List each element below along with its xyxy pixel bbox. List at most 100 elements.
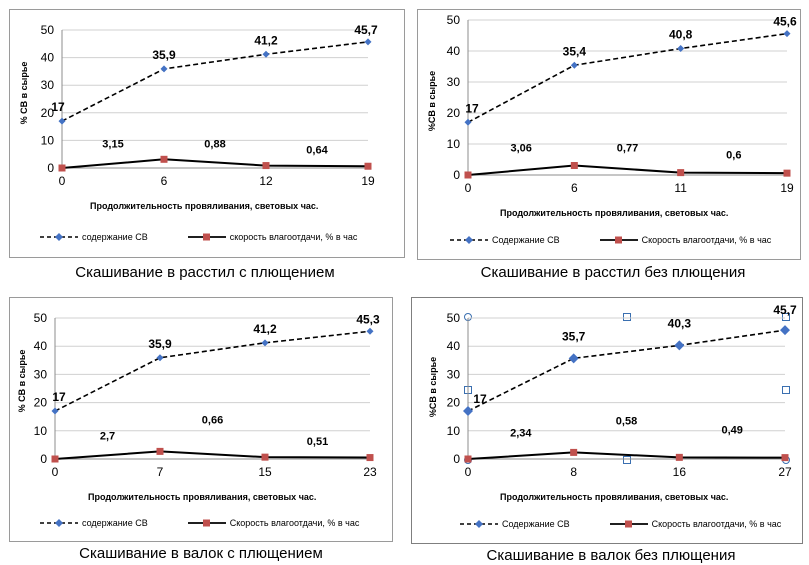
legend-item-dm: содержание СВ: [40, 518, 148, 528]
data-point-rate: [51, 455, 59, 463]
data-point-dm: [674, 340, 685, 351]
legend: Содержание СВ Скорость влагоотдачи, % в …: [450, 235, 781, 245]
y-tick-label: 20: [447, 396, 461, 410]
resize-handle-icon[interactable]: [623, 456, 631, 464]
data-label-dm: 17: [473, 392, 487, 406]
legend-label: содержание СВ: [82, 518, 148, 528]
data-label-rate: 0,58: [616, 415, 637, 427]
data-point-dm: [51, 407, 59, 415]
x-tick-label: 16: [673, 465, 687, 479]
data-label-dm: 40,3: [668, 316, 692, 330]
data-point-rate: [464, 171, 472, 179]
y-tick-label: 30: [447, 367, 461, 381]
x-tick-label: 7: [157, 465, 164, 479]
data-point-rate: [262, 162, 270, 170]
chart-frame[interactable]: [9, 297, 393, 542]
x-tick-label: 0: [465, 181, 472, 195]
y-tick-label: 10: [447, 424, 461, 438]
y-tick-label: 40: [34, 339, 48, 353]
legend-solid-line-icon: [609, 520, 648, 528]
legend-label: Содержание СВ: [492, 235, 560, 245]
x-tick-label: 19: [780, 181, 794, 195]
data-point-dm: [261, 339, 269, 347]
x-tick-label: 23: [363, 465, 377, 479]
data-point-dm: [58, 117, 66, 125]
legend-item-rate: Скорость влагоотдачи, % в час: [599, 235, 771, 245]
y-tick-label: 10: [41, 133, 55, 147]
y-tick-label: 0: [453, 452, 460, 466]
data-point-rate: [783, 169, 791, 177]
y-axis-label: %СВ в сырье: [428, 356, 438, 418]
chart-caption: Скашивание в валок с плющением: [79, 545, 323, 562]
data-point-rate: [366, 454, 374, 462]
data-point-dm: [783, 30, 791, 38]
chart-caption: Скашивание в расстил без плющения: [480, 264, 746, 281]
data-label-dm: 45,6: [773, 15, 797, 29]
series-line-dm: [467, 329, 786, 412]
x-tick-label: 0: [465, 465, 472, 479]
series-line-dm: [61, 41, 369, 122]
data-label-dm: 45,3: [356, 312, 380, 326]
data-label-rate: 0,64: [306, 145, 328, 157]
y-tick-label: 50: [447, 13, 461, 27]
data-point-dm: [570, 61, 578, 69]
legend-label: Скорость влагоотдачи, % в час: [229, 518, 360, 528]
resize-handle-icon[interactable]: [782, 313, 790, 321]
data-label-dm: 35,9: [148, 337, 172, 351]
y-tick-label: 40: [447, 44, 461, 58]
y-tick-label: 20: [41, 106, 55, 120]
data-point-dm: [464, 118, 472, 126]
series-line-rate: [54, 450, 371, 460]
data-label-dm: 41,2: [254, 33, 278, 47]
y-tick-label: 20: [34, 396, 48, 410]
legend-label: Скорость влагоотдачи, % в час: [651, 519, 782, 529]
y-tick-label: 20: [447, 106, 461, 120]
legend-dash-line-icon: [450, 236, 488, 244]
x-tick-label: 6: [571, 181, 578, 195]
y-tick-label: 0: [47, 161, 54, 175]
x-axis-label: Продолжительность провяливания, световых…: [88, 492, 317, 502]
legend-dash-line-icon: [40, 233, 78, 241]
legend-solid-line-icon: [187, 233, 226, 241]
resize-handle-icon[interactable]: [623, 313, 631, 321]
legend-item-rate: Скорость влагоотдачи, % в час: [609, 519, 782, 529]
chart-frame[interactable]: [9, 9, 405, 258]
data-point-rate: [364, 162, 372, 170]
series-line-rate: [61, 158, 369, 169]
x-tick-label: 6: [161, 174, 168, 188]
x-tick-label: 0: [52, 465, 59, 479]
data-label-dm: 35,4: [563, 44, 587, 58]
legend-item-dm: Содержание СВ: [460, 519, 570, 529]
legend-label: скорость влагоотдачи, % в час: [229, 232, 358, 242]
data-point-rate: [781, 454, 789, 462]
data-label-dm: 17: [51, 100, 65, 114]
data-point-rate: [58, 164, 66, 172]
data-point-rate: [464, 455, 472, 463]
legend-item-rate: Скорость влагоотдачи, % в час: [187, 518, 360, 528]
data-point-dm: [156, 354, 164, 362]
resize-handle-icon[interactable]: [782, 386, 790, 394]
y-tick-label: 10: [447, 137, 461, 151]
data-point-dm: [568, 353, 579, 364]
legend: содержание СВ скорость влагоотдачи, % в …: [40, 232, 367, 242]
legend-item-dm: содержание СВ: [40, 232, 148, 242]
data-point-rate: [261, 453, 269, 461]
x-tick-label: 12: [259, 174, 273, 188]
y-tick-label: 40: [447, 339, 461, 353]
data-point-dm: [366, 327, 374, 335]
x-axis-label: Продолжительность провяливания, световых…: [500, 492, 729, 502]
legend-dash-line-icon: [40, 519, 78, 527]
series-line-rate: [467, 451, 786, 460]
y-tick-label: 30: [34, 367, 48, 381]
legend-solid-line-icon: [599, 236, 638, 244]
legend: Содержание СВ Скорость влагоотдачи, % в …: [460, 519, 791, 529]
data-label-dm: 41,2: [253, 322, 277, 336]
data-point-rate: [156, 447, 164, 455]
x-tick-label: 8: [570, 465, 577, 479]
chart-frame-selected[interactable]: [411, 297, 803, 544]
y-tick-label: 30: [41, 78, 55, 92]
legend-item-rate: скорость влагоотдачи, % в час: [187, 232, 358, 242]
data-point-rate: [675, 453, 683, 461]
